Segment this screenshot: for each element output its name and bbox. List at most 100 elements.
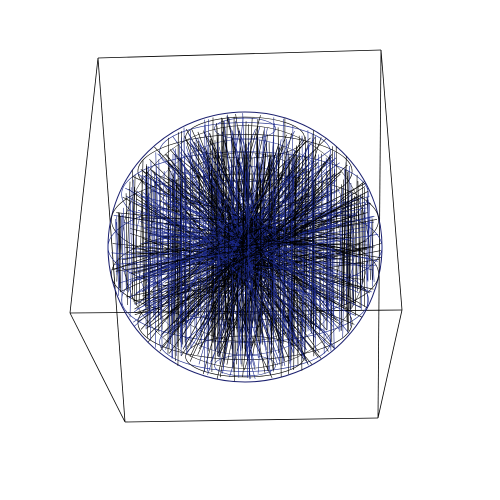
wire <box>141 195 337 252</box>
wire <box>287 150 291 364</box>
box-edge <box>124 417 379 423</box>
wire <box>147 148 333 280</box>
wire <box>166 220 351 283</box>
wire <box>304 168 309 355</box>
wire <box>125 193 128 306</box>
wire <box>237 159 307 351</box>
wire <box>139 220 355 316</box>
wire <box>168 170 172 349</box>
wire <box>182 207 321 327</box>
wire <box>136 190 305 345</box>
wire <box>241 155 245 367</box>
wire <box>228 130 295 259</box>
wire <box>153 181 307 350</box>
wire <box>172 148 176 326</box>
wire <box>350 183 354 306</box>
wire <box>369 216 373 287</box>
wire <box>132 258 380 302</box>
wire <box>150 161 154 317</box>
wire <box>169 196 357 312</box>
wire <box>138 160 144 306</box>
wire <box>313 167 317 329</box>
wire <box>135 251 359 265</box>
wire <box>239 121 247 336</box>
wire <box>273 155 277 323</box>
wire <box>154 171 156 348</box>
wire <box>236 232 283 342</box>
wire <box>193 142 327 321</box>
wire <box>115 233 339 272</box>
wire <box>165 128 256 350</box>
latitude-ring <box>107 199 383 295</box>
wire <box>335 146 338 300</box>
wire <box>146 243 265 329</box>
wire <box>189 141 350 334</box>
wire <box>134 207 367 250</box>
wire <box>141 190 145 304</box>
wire <box>364 200 368 307</box>
wire <box>169 149 303 307</box>
wire <box>216 156 265 263</box>
box-edge <box>69 57 99 314</box>
wire <box>281 160 286 367</box>
wire <box>185 227 267 308</box>
wire <box>118 212 122 293</box>
wire <box>277 127 282 377</box>
wire <box>349 203 352 310</box>
wire <box>338 194 341 332</box>
wire <box>155 152 160 317</box>
wire <box>222 146 227 323</box>
box-edge <box>97 57 126 423</box>
wire <box>119 215 121 289</box>
wire <box>114 251 259 265</box>
wire <box>217 142 220 357</box>
box-edge <box>377 309 403 419</box>
wire <box>271 167 275 354</box>
wire <box>359 210 362 307</box>
wire <box>154 180 160 333</box>
wire <box>210 231 331 348</box>
box-edge <box>377 49 382 419</box>
wire <box>152 245 336 302</box>
wire <box>219 117 244 342</box>
box-edge <box>97 49 382 59</box>
wire <box>355 174 358 316</box>
wire <box>179 145 181 343</box>
wire <box>202 152 205 373</box>
wire <box>152 170 258 259</box>
wire <box>209 171 329 352</box>
wire <box>328 181 332 351</box>
wire <box>342 156 347 305</box>
wire <box>166 175 288 341</box>
wire <box>128 187 132 293</box>
wire <box>326 181 331 330</box>
wire <box>123 207 127 291</box>
wire <box>158 159 163 348</box>
wire <box>216 165 218 357</box>
wire <box>204 124 208 372</box>
wire <box>272 117 275 339</box>
wire <box>223 139 266 271</box>
wire <box>164 154 273 267</box>
box-edge <box>380 49 403 311</box>
wire <box>206 138 211 318</box>
wire <box>169 248 368 289</box>
wire <box>200 145 331 308</box>
wire <box>111 252 362 277</box>
wire <box>208 130 240 320</box>
box-edge <box>69 312 126 423</box>
wire <box>134 193 308 310</box>
wire <box>142 192 302 327</box>
wire <box>341 179 344 331</box>
wire <box>129 179 134 318</box>
wire <box>145 202 270 247</box>
wireframe-sphere <box>107 111 383 383</box>
wire <box>137 236 353 255</box>
wire <box>214 179 217 363</box>
wire <box>357 198 361 291</box>
wire <box>241 133 293 332</box>
wire <box>227 174 230 327</box>
wire <box>115 222 120 274</box>
wire <box>146 226 335 248</box>
